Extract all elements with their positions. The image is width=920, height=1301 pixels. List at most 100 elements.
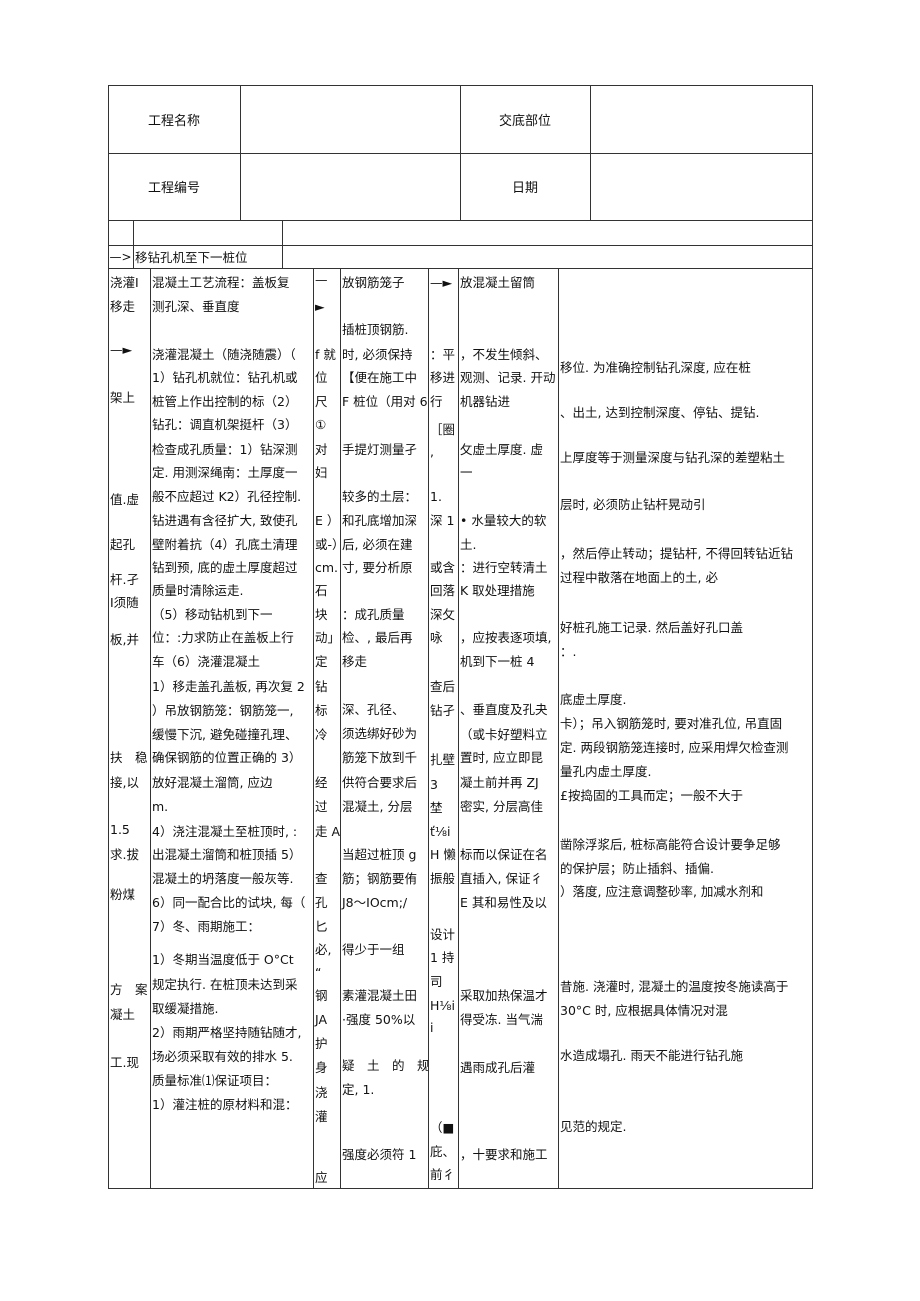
text-line: 埜 <box>430 800 443 815</box>
flow-arrow: —> <box>109 249 132 264</box>
date-value[interactable] <box>590 153 812 220</box>
text-line: 供符合要求后 <box>342 775 418 790</box>
text-line: 见范的规定. <box>560 1119 627 1134</box>
text-line: ：进行空转清土 <box>460 560 548 575</box>
text-line: 钻到预, 底的虚土厚度超过 <box>152 560 298 575</box>
text-line: 必, <box>315 942 332 957</box>
text-line: 缓慢下沉, 避免碰撞孔理、 <box>152 727 298 742</box>
text-line: 1 持 <box>430 950 455 965</box>
text-line: 较多的土层： <box>342 489 418 504</box>
text-line: 工.现 <box>110 1055 139 1070</box>
text-line: ť⅛i <box>430 824 451 839</box>
text-line: 移位. 为准确控制钻孔深度, 应在桩 <box>560 360 751 375</box>
text-line: 好桩孔施工记录. 然后盖好孔口盖 <box>560 620 743 635</box>
text-line: 凝土 <box>110 1007 136 1022</box>
grid-line <box>108 268 813 269</box>
project-no-value[interactable] <box>240 153 460 220</box>
text-line: 的保护层；防止插斜、插偏. <box>560 861 714 876</box>
text-line: 庇、 <box>430 1144 456 1159</box>
text-line: 遇雨成孔后灌 <box>460 1060 536 1075</box>
text-line: 水造成塌孔. 雨天不能进行钻孔施 <box>560 1048 743 1063</box>
text-line: 标而以保证在名 <box>460 847 548 862</box>
text-line: 定 <box>315 654 328 669</box>
text-line: ，十要求和施工 <box>460 1147 548 1162</box>
text-line: 对 <box>315 442 328 457</box>
text-line: 浇灌混凝土（随浇随震）（ <box>152 347 296 362</box>
text-line: “ <box>315 965 322 980</box>
text-line: E 其和易性及以 <box>460 895 547 910</box>
text-line: 量孔内虚土厚度. <box>560 764 652 779</box>
text-line: E ） <box>315 513 340 528</box>
text-line: f 就 <box>315 347 336 362</box>
text-line: 架上 <box>110 390 136 405</box>
text-line: 上厚度等于测量深度与钻孔深的差塑粘土 <box>560 450 786 465</box>
text-line: 孔 <box>315 895 328 910</box>
text-line: 桩管上作出控制的标（2） <box>152 394 298 409</box>
text-line: 起孔 <box>110 537 136 552</box>
text-line: 移进 <box>430 370 456 385</box>
text-line: 场必须采取有效的排水 5. <box>152 1049 293 1064</box>
text-line: 攵虚土厚度. 虚 <box>460 442 543 457</box>
text-line: 观测、记录. 开动 <box>460 370 556 385</box>
text-line: 行 <box>430 394 443 409</box>
text-line: H 懒 <box>430 847 456 862</box>
handover-location-value[interactable] <box>590 85 812 153</box>
text-line: 设计 <box>430 927 456 942</box>
text-line: 或含 <box>430 560 456 575</box>
text-line: 混凝土工艺流程：盖板复 <box>152 275 290 290</box>
text-line: ，应按表逐项填, <box>460 630 552 645</box>
text-line: 取缓凝措施. <box>152 1001 219 1016</box>
grid-line <box>590 85 591 220</box>
text-line: ·强度 50%以 <box>342 1012 416 1027</box>
project-no-label: 工程编号 <box>147 181 200 196</box>
text-line: ：平 <box>430 347 456 362</box>
text-line: 规定执行. 在桩顶未达到采 <box>152 977 298 992</box>
text-line: 匕 <box>315 919 328 934</box>
text-line: 车（6）浇灌混凝土 <box>152 654 260 669</box>
text-line: 浇 <box>315 1085 328 1100</box>
text-line: 机器钻进 <box>460 394 511 409</box>
text-line: 时, 必须保持 <box>342 347 413 362</box>
text-line: 深攵 <box>430 607 456 622</box>
text-line: 定, 1. <box>342 1082 375 1097</box>
text-line: 尺 <box>315 394 328 409</box>
text-line: 当超过桩顶 g <box>342 847 417 862</box>
text-line: 放钢筋笼子 <box>342 275 405 290</box>
text-line: 1）移走盖孔盖板, 再次复 2 <box>152 679 305 694</box>
text-line: （或卡好塑料立 <box>460 727 548 742</box>
grid-line <box>240 85 241 220</box>
text-line: 混凝土的坍落度一般灰等. <box>152 871 294 886</box>
text-line: ）吊放钢筋笼：钢筋笼一, <box>152 703 294 718</box>
text-line: 位 <box>315 370 328 385</box>
text-line: 移走 <box>110 299 136 314</box>
text-line: 强度必须符 1 <box>342 1147 417 1162</box>
text-line: £按捣固的工具而定；一般不大于 <box>560 788 743 803</box>
text-line: 振般 <box>430 871 456 886</box>
text-line: K 取处理措施 <box>460 583 535 598</box>
text-line: 卡）；吊入钢筋笼时, 要对准孔位, 吊直固 <box>560 716 783 731</box>
text-line: 查 <box>315 871 328 886</box>
text-line: 置时, 应立即昆 <box>460 750 543 765</box>
text-line: • 水量较大的软 <box>460 513 547 528</box>
text-line: 采取加热保温才 <box>460 988 548 1003</box>
text-line: 【便在施工中 <box>342 370 418 385</box>
text-line: ► <box>315 299 325 314</box>
project-name-value[interactable] <box>240 85 460 153</box>
text-line: 检查成孔质量：1）钻深测 <box>152 442 298 457</box>
text-line: 底虚土厚度. <box>560 692 627 707</box>
text-line: 筋；钢筋要侑 <box>342 871 418 886</box>
grid-line <box>458 268 459 1188</box>
text-line: 手提灯测量孑 <box>342 442 418 457</box>
text-line: 凝土前并再 ZJ <box>460 775 539 790</box>
text-line: 值.虚 <box>110 492 139 507</box>
text-line: ：. <box>560 644 577 659</box>
text-line: ）落度, 应注意调整砂率, 加减水剂和 <box>560 884 764 899</box>
text-line: 确保钢筋的位置正确的 3） <box>152 750 302 765</box>
text-line: 后, 必须在建 <box>342 537 413 552</box>
text-line: 素灌混凝土田 <box>342 988 418 1003</box>
text-line: 石 <box>315 583 328 598</box>
text-line: 接,以 <box>110 775 139 790</box>
grid-line <box>313 268 314 1188</box>
project-name-label: 工程名称 <box>147 113 200 129</box>
grid-line <box>108 220 813 221</box>
